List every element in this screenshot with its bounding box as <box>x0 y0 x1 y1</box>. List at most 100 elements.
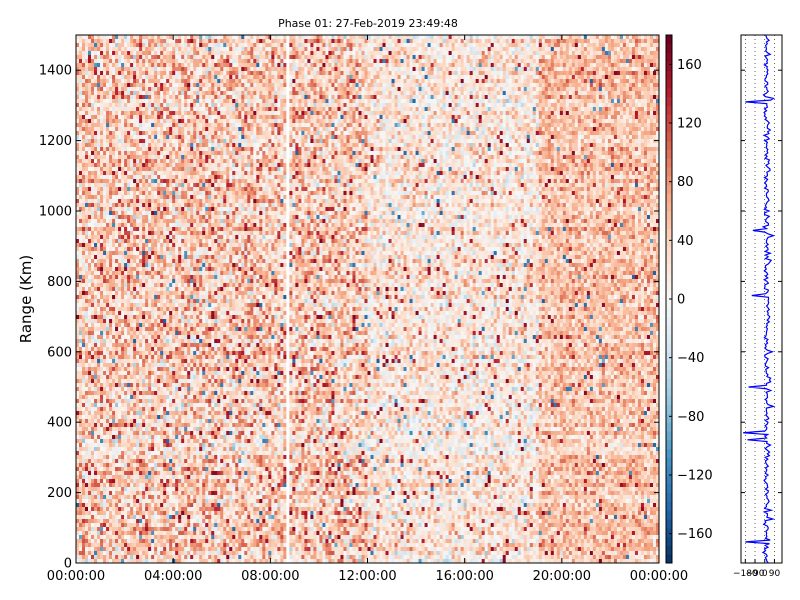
heatmap-cell <box>142 483 146 488</box>
heatmap-cell <box>103 543 107 548</box>
heatmap-cell <box>172 119 176 124</box>
heatmap-cell <box>166 63 170 68</box>
heatmap-cell <box>88 287 92 292</box>
heatmap-cell <box>79 79 83 84</box>
heatmap-cell <box>160 303 164 308</box>
heatmap-cell <box>88 43 92 48</box>
heatmap-cell <box>112 95 116 100</box>
heatmap-cell <box>151 299 155 304</box>
heatmap-cell <box>88 499 92 504</box>
heatmap-cell <box>100 491 104 496</box>
heatmap-cell <box>121 43 125 48</box>
heatmap-cell <box>163 443 167 448</box>
heatmap-cell <box>148 559 152 564</box>
heatmap-cell <box>154 451 158 456</box>
heatmap-cell <box>139 223 143 228</box>
heatmap-cell <box>91 495 95 500</box>
heatmap-cell <box>79 59 83 64</box>
heatmap-cell <box>181 291 185 296</box>
heatmap-cell <box>112 339 116 344</box>
heatmap-cell <box>184 383 188 388</box>
heatmap-cell <box>151 143 155 148</box>
heatmap-cell <box>85 79 89 84</box>
heatmap-cell <box>100 239 104 244</box>
heatmap-cell <box>97 243 101 248</box>
heatmap-cell <box>109 399 113 404</box>
heatmap-cell <box>109 71 113 76</box>
heatmap-cell <box>139 119 143 124</box>
heatmap-cell <box>175 559 179 564</box>
heatmap-cell <box>148 427 152 432</box>
heatmap-cell <box>172 335 176 340</box>
heatmap-cell <box>133 319 137 324</box>
heatmap-cell <box>82 359 86 364</box>
heatmap-cell <box>112 127 116 132</box>
heatmap-cell <box>187 75 191 80</box>
heatmap-cell <box>172 47 176 52</box>
heatmap-cell <box>151 443 155 448</box>
heatmap-cell <box>163 323 167 328</box>
heatmap-cell <box>103 203 107 208</box>
heatmap-cell <box>118 67 122 72</box>
heatmap-cell <box>112 423 116 428</box>
heatmap-cell <box>139 131 143 136</box>
heatmap-cell <box>85 175 89 180</box>
heatmap-cell <box>97 203 101 208</box>
heatmap-cell <box>184 331 188 336</box>
heatmap-cell <box>163 523 167 528</box>
heatmap-cell <box>79 131 83 136</box>
heatmap-cell <box>163 143 167 148</box>
heatmap-cell <box>160 431 164 436</box>
heatmap-cell <box>103 259 107 264</box>
heatmap-cell <box>136 387 140 392</box>
heatmap-cell <box>148 359 152 364</box>
heatmap-cell <box>133 115 137 120</box>
heatmap-cell <box>157 299 161 304</box>
heatmap-cell <box>94 79 98 84</box>
heatmap-cell <box>187 419 191 424</box>
heatmap-cell <box>127 179 131 184</box>
heatmap-cell <box>142 155 146 160</box>
heatmap-cell <box>157 195 161 200</box>
heatmap-cell <box>85 295 89 300</box>
heatmap-cell <box>181 147 185 152</box>
heatmap-cell <box>136 455 140 460</box>
heatmap-cell <box>88 99 92 104</box>
heatmap-cell <box>154 435 158 440</box>
heatmap-cell <box>97 403 101 408</box>
heatmap-cell <box>106 451 110 456</box>
heatmap-cell <box>109 79 113 84</box>
heatmap-cell <box>145 295 149 300</box>
heatmap-cell <box>178 231 182 236</box>
heatmap-cell <box>115 535 119 540</box>
heatmap-cell <box>136 299 140 304</box>
heatmap-cell <box>142 279 146 284</box>
heatmap-cell <box>172 299 176 304</box>
heatmap-cell <box>166 43 170 48</box>
heatmap-cell <box>172 171 176 176</box>
heatmap-cell <box>121 207 125 212</box>
heatmap-cell <box>169 543 173 548</box>
heatmap-cell <box>169 63 173 68</box>
heatmap-cell <box>91 103 95 108</box>
heatmap-cell <box>130 359 134 364</box>
heatmap-cell <box>115 443 119 448</box>
heatmap-cell <box>88 431 92 436</box>
heatmap-cell <box>181 307 185 312</box>
heatmap-cell <box>133 47 137 52</box>
heatmap-cell <box>184 531 188 536</box>
heatmap-cell <box>184 379 188 384</box>
heatmap-cell <box>142 391 146 396</box>
heatmap-cell <box>175 231 179 236</box>
heatmap-cell <box>112 123 116 128</box>
heatmap-cell <box>166 287 170 292</box>
heatmap-cell <box>163 135 167 140</box>
heatmap-cell <box>142 427 146 432</box>
heatmap-cell <box>106 43 110 48</box>
heatmap-cell <box>91 527 95 532</box>
heatmap-cell <box>166 327 170 332</box>
heatmap-cell <box>127 99 131 104</box>
heatmap-cell <box>115 151 119 156</box>
heatmap-cell <box>163 251 167 256</box>
heatmap-cell <box>184 511 188 516</box>
